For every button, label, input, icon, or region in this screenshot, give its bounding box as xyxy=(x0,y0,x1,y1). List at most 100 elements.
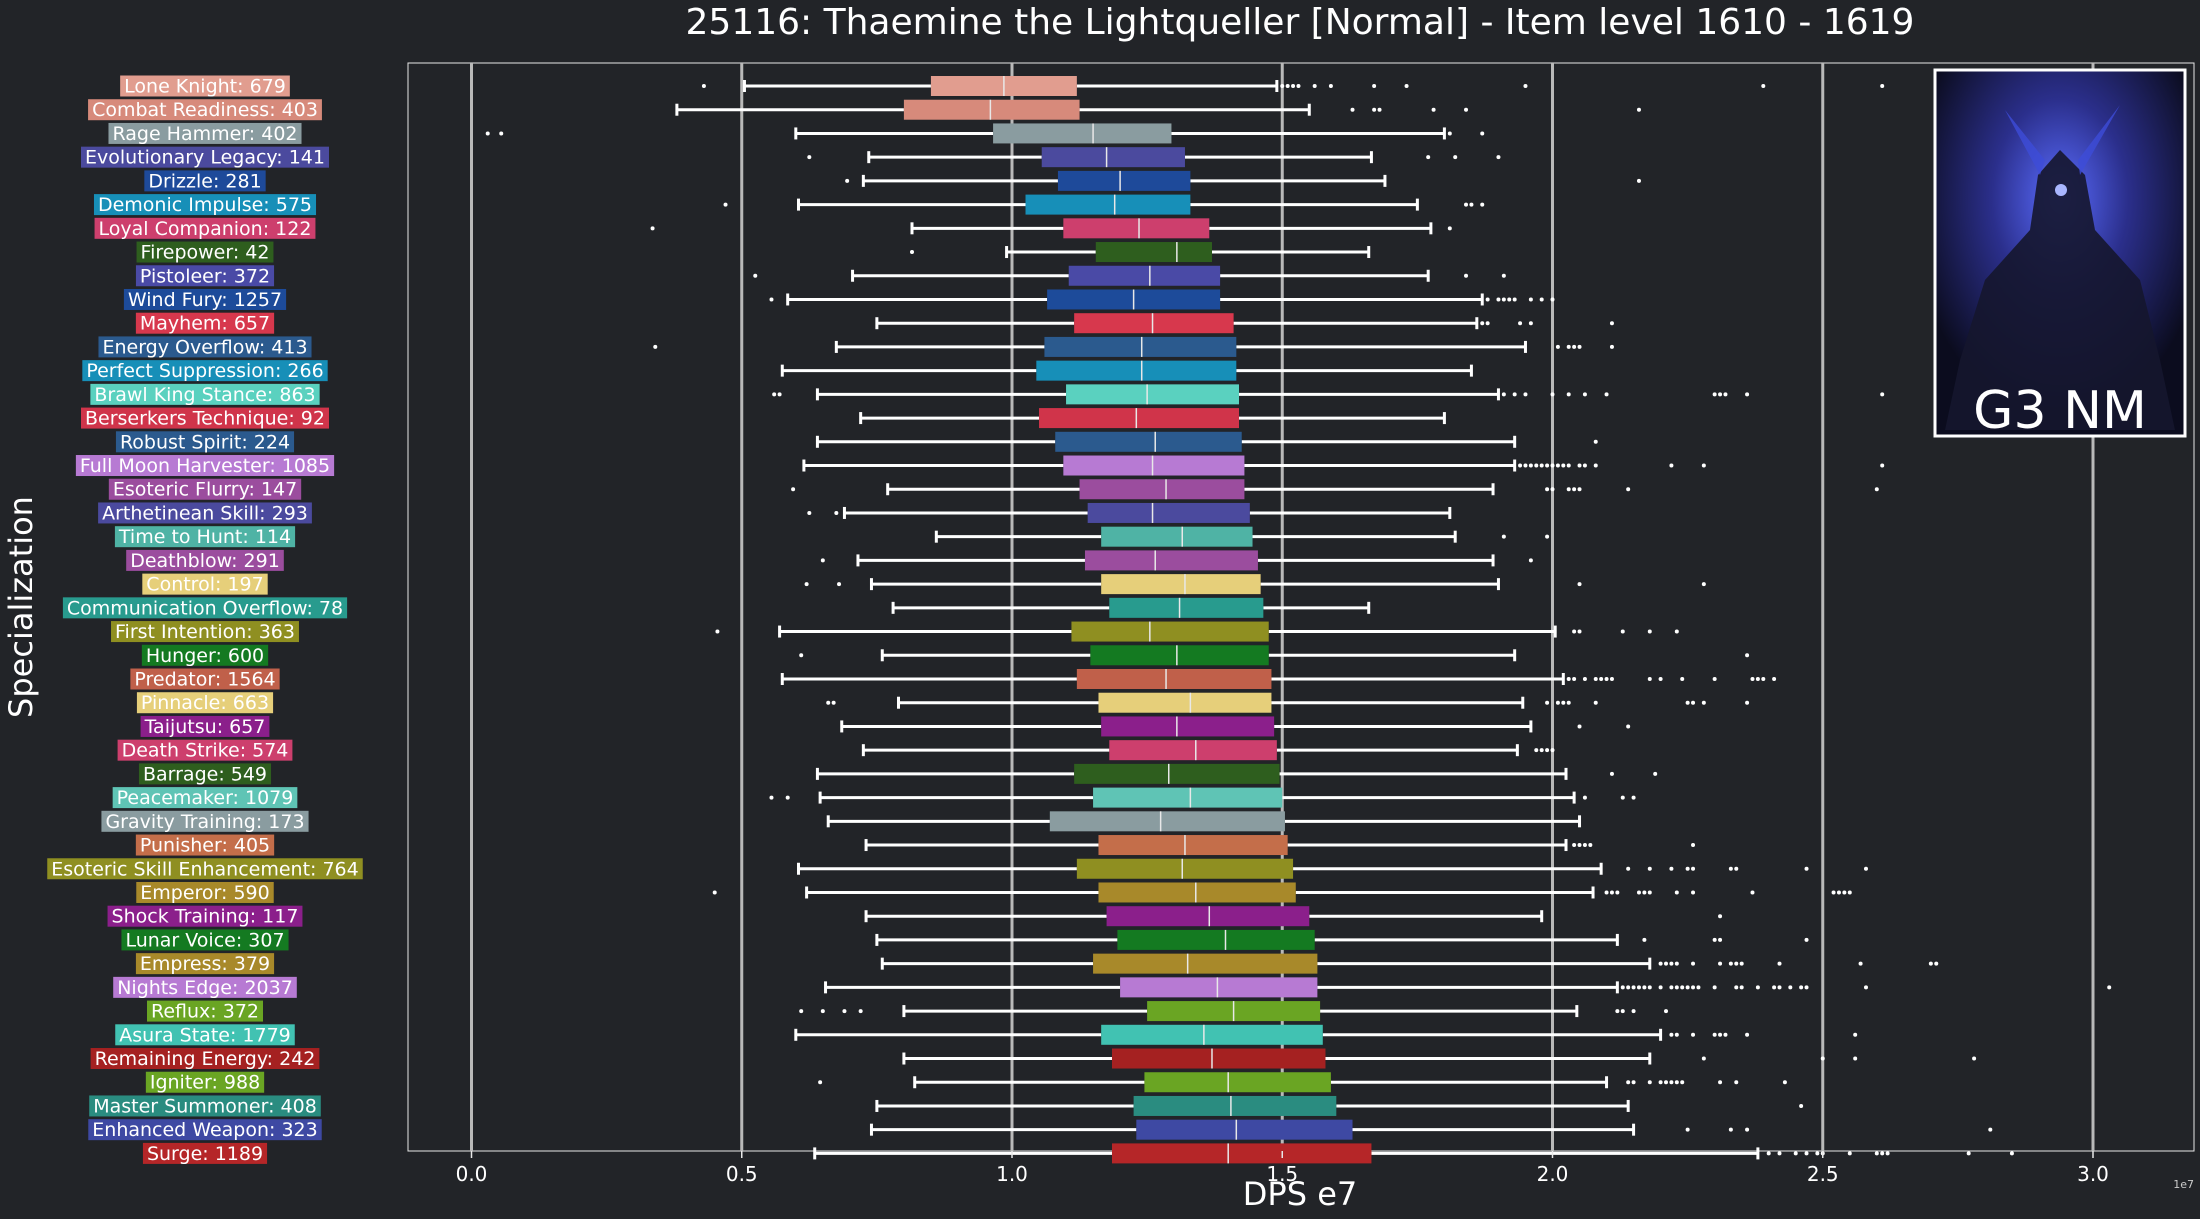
outlier-42-0 xyxy=(818,1080,823,1085)
category-label-12: Perfect Suppression: 266 xyxy=(86,360,323,382)
outlier-8-0 xyxy=(753,273,758,278)
outlier-37-11 xyxy=(1928,961,1933,966)
outlier-42-3 xyxy=(1647,1080,1652,1085)
inset-label: G3 NM xyxy=(1973,381,2147,441)
category-label-bg-15 xyxy=(115,431,295,453)
outlier-1-2 xyxy=(1377,107,1382,112)
category-label-bg-30 xyxy=(112,787,298,809)
category-label-bg-19 xyxy=(114,526,296,548)
category-label-36: Lunar Voice: 307 xyxy=(125,929,284,951)
outlier-40-3 xyxy=(1712,1032,1717,1037)
outlier-1-4 xyxy=(1464,107,1469,112)
category-label-bg-20 xyxy=(126,549,284,571)
outlier-44-0 xyxy=(1685,1127,1690,1132)
outlier-13-13 xyxy=(1880,392,1885,397)
outlier-21-2 xyxy=(1577,582,1582,587)
category-label-bg-29 xyxy=(138,763,272,785)
outlier-11-3 xyxy=(1572,344,1577,349)
outlier-21-0 xyxy=(804,582,809,587)
box-8 xyxy=(753,265,1506,286)
boss-horns xyxy=(2005,105,2120,175)
box-42 xyxy=(818,1072,1787,1093)
box-body-3 xyxy=(1041,147,1185,168)
outlier-37-4 xyxy=(1691,961,1696,966)
x-tick-label-4: 2.0 xyxy=(1537,1162,1569,1186)
outlier-16-6 xyxy=(1550,463,1555,468)
box-43 xyxy=(875,1095,1804,1116)
outlier-32-1 xyxy=(1577,843,1582,848)
box-body-36 xyxy=(1117,929,1315,950)
outlier-24-1 xyxy=(1745,653,1750,658)
outlier-43-0 xyxy=(1799,1103,1804,1108)
outlier-10-4 xyxy=(1609,321,1614,326)
outlier-33-1 xyxy=(1647,866,1652,871)
outlier-26-4 xyxy=(1561,700,1566,705)
outlier-17-5 xyxy=(1577,487,1582,492)
outlier-38-4 xyxy=(1642,985,1647,990)
box-14 xyxy=(859,408,1446,429)
outlier-23-1 xyxy=(1572,629,1577,634)
outlier-39-3 xyxy=(858,1009,863,1014)
outlier-30-1 xyxy=(785,795,790,800)
outlier-42-11 xyxy=(1782,1080,1787,1085)
box-body-32 xyxy=(1098,835,1288,856)
outlier-25-13 xyxy=(1761,677,1766,681)
outlier-21-3 xyxy=(1701,582,1706,587)
box-body-14 xyxy=(1039,408,1240,429)
box-body-20 xyxy=(1084,550,1258,571)
category-label-18: Arthetinean Skill: 293 xyxy=(102,502,308,524)
box-9 xyxy=(769,289,1555,310)
outlier-33-6 xyxy=(1734,866,1739,871)
category-label-bg-40 xyxy=(115,1024,295,1046)
outlier-45-11 xyxy=(2009,1151,2014,1156)
outlier-10-0 xyxy=(1480,321,1485,326)
box-7 xyxy=(910,242,1371,263)
outlier-40-0 xyxy=(1669,1032,1674,1037)
outlier-17-3 xyxy=(1566,487,1571,492)
category-label-37: Empress: 379 xyxy=(140,953,270,975)
outlier-23-3 xyxy=(1620,629,1625,634)
outlier-37-8 xyxy=(1739,961,1744,966)
box-body-17 xyxy=(1079,479,1245,500)
outlier-13-12 xyxy=(1745,392,1750,397)
box-27 xyxy=(840,716,1631,737)
category-label-25: Predator: 1564 xyxy=(134,669,275,691)
outlier-38-19 xyxy=(1788,985,1793,990)
outlier-10-2 xyxy=(1518,321,1523,326)
category-label-bg-43 xyxy=(89,1095,321,1117)
outlier-28-2 xyxy=(1545,748,1550,753)
box-body-45 xyxy=(1111,1143,1372,1164)
outlier-39-2 xyxy=(842,1009,847,1014)
box-44 xyxy=(869,1119,1993,1140)
category-label-23: First Intention: 363 xyxy=(115,621,295,643)
box-body-11 xyxy=(1044,336,1237,357)
outlier-38-22 xyxy=(1863,985,1868,990)
outlier-1-1 xyxy=(1372,107,1377,112)
outlier-9-3 xyxy=(1501,297,1506,302)
box-body-41 xyxy=(1111,1048,1326,1069)
category-label-bg-41 xyxy=(90,1048,320,1070)
outlier-37-1 xyxy=(1664,961,1669,966)
box-20 xyxy=(820,550,1533,571)
outlier-0-6 xyxy=(1328,84,1333,88)
category-label-6: Loyal Companion: 122 xyxy=(99,218,312,240)
category-label-bg-9 xyxy=(123,288,287,310)
outlier-17-7 xyxy=(1874,487,1879,492)
outlier-9-2 xyxy=(1496,297,1501,302)
box-body-21 xyxy=(1101,574,1261,595)
category-label-bg-10 xyxy=(135,312,275,334)
box-body-44 xyxy=(1136,1119,1353,1140)
outlier-16-15 xyxy=(1880,463,1885,468)
x-axis-label: DPS e7 xyxy=(1243,1175,1357,1213)
outlier-41-0 xyxy=(1701,1056,1706,1061)
outlier-2-3 xyxy=(1480,131,1485,136)
outlier-16-4 xyxy=(1539,463,1544,468)
outlier-38-9 xyxy=(1680,985,1685,990)
chart-title: 25116: Thaemine the Lightqueller [Normal… xyxy=(686,2,1915,43)
outlier-33-2 xyxy=(1669,866,1674,871)
box-body-12 xyxy=(1036,360,1237,381)
outlier-0-8 xyxy=(1404,84,1409,88)
category-label-43: Master Summoner: 408 xyxy=(93,1095,317,1117)
